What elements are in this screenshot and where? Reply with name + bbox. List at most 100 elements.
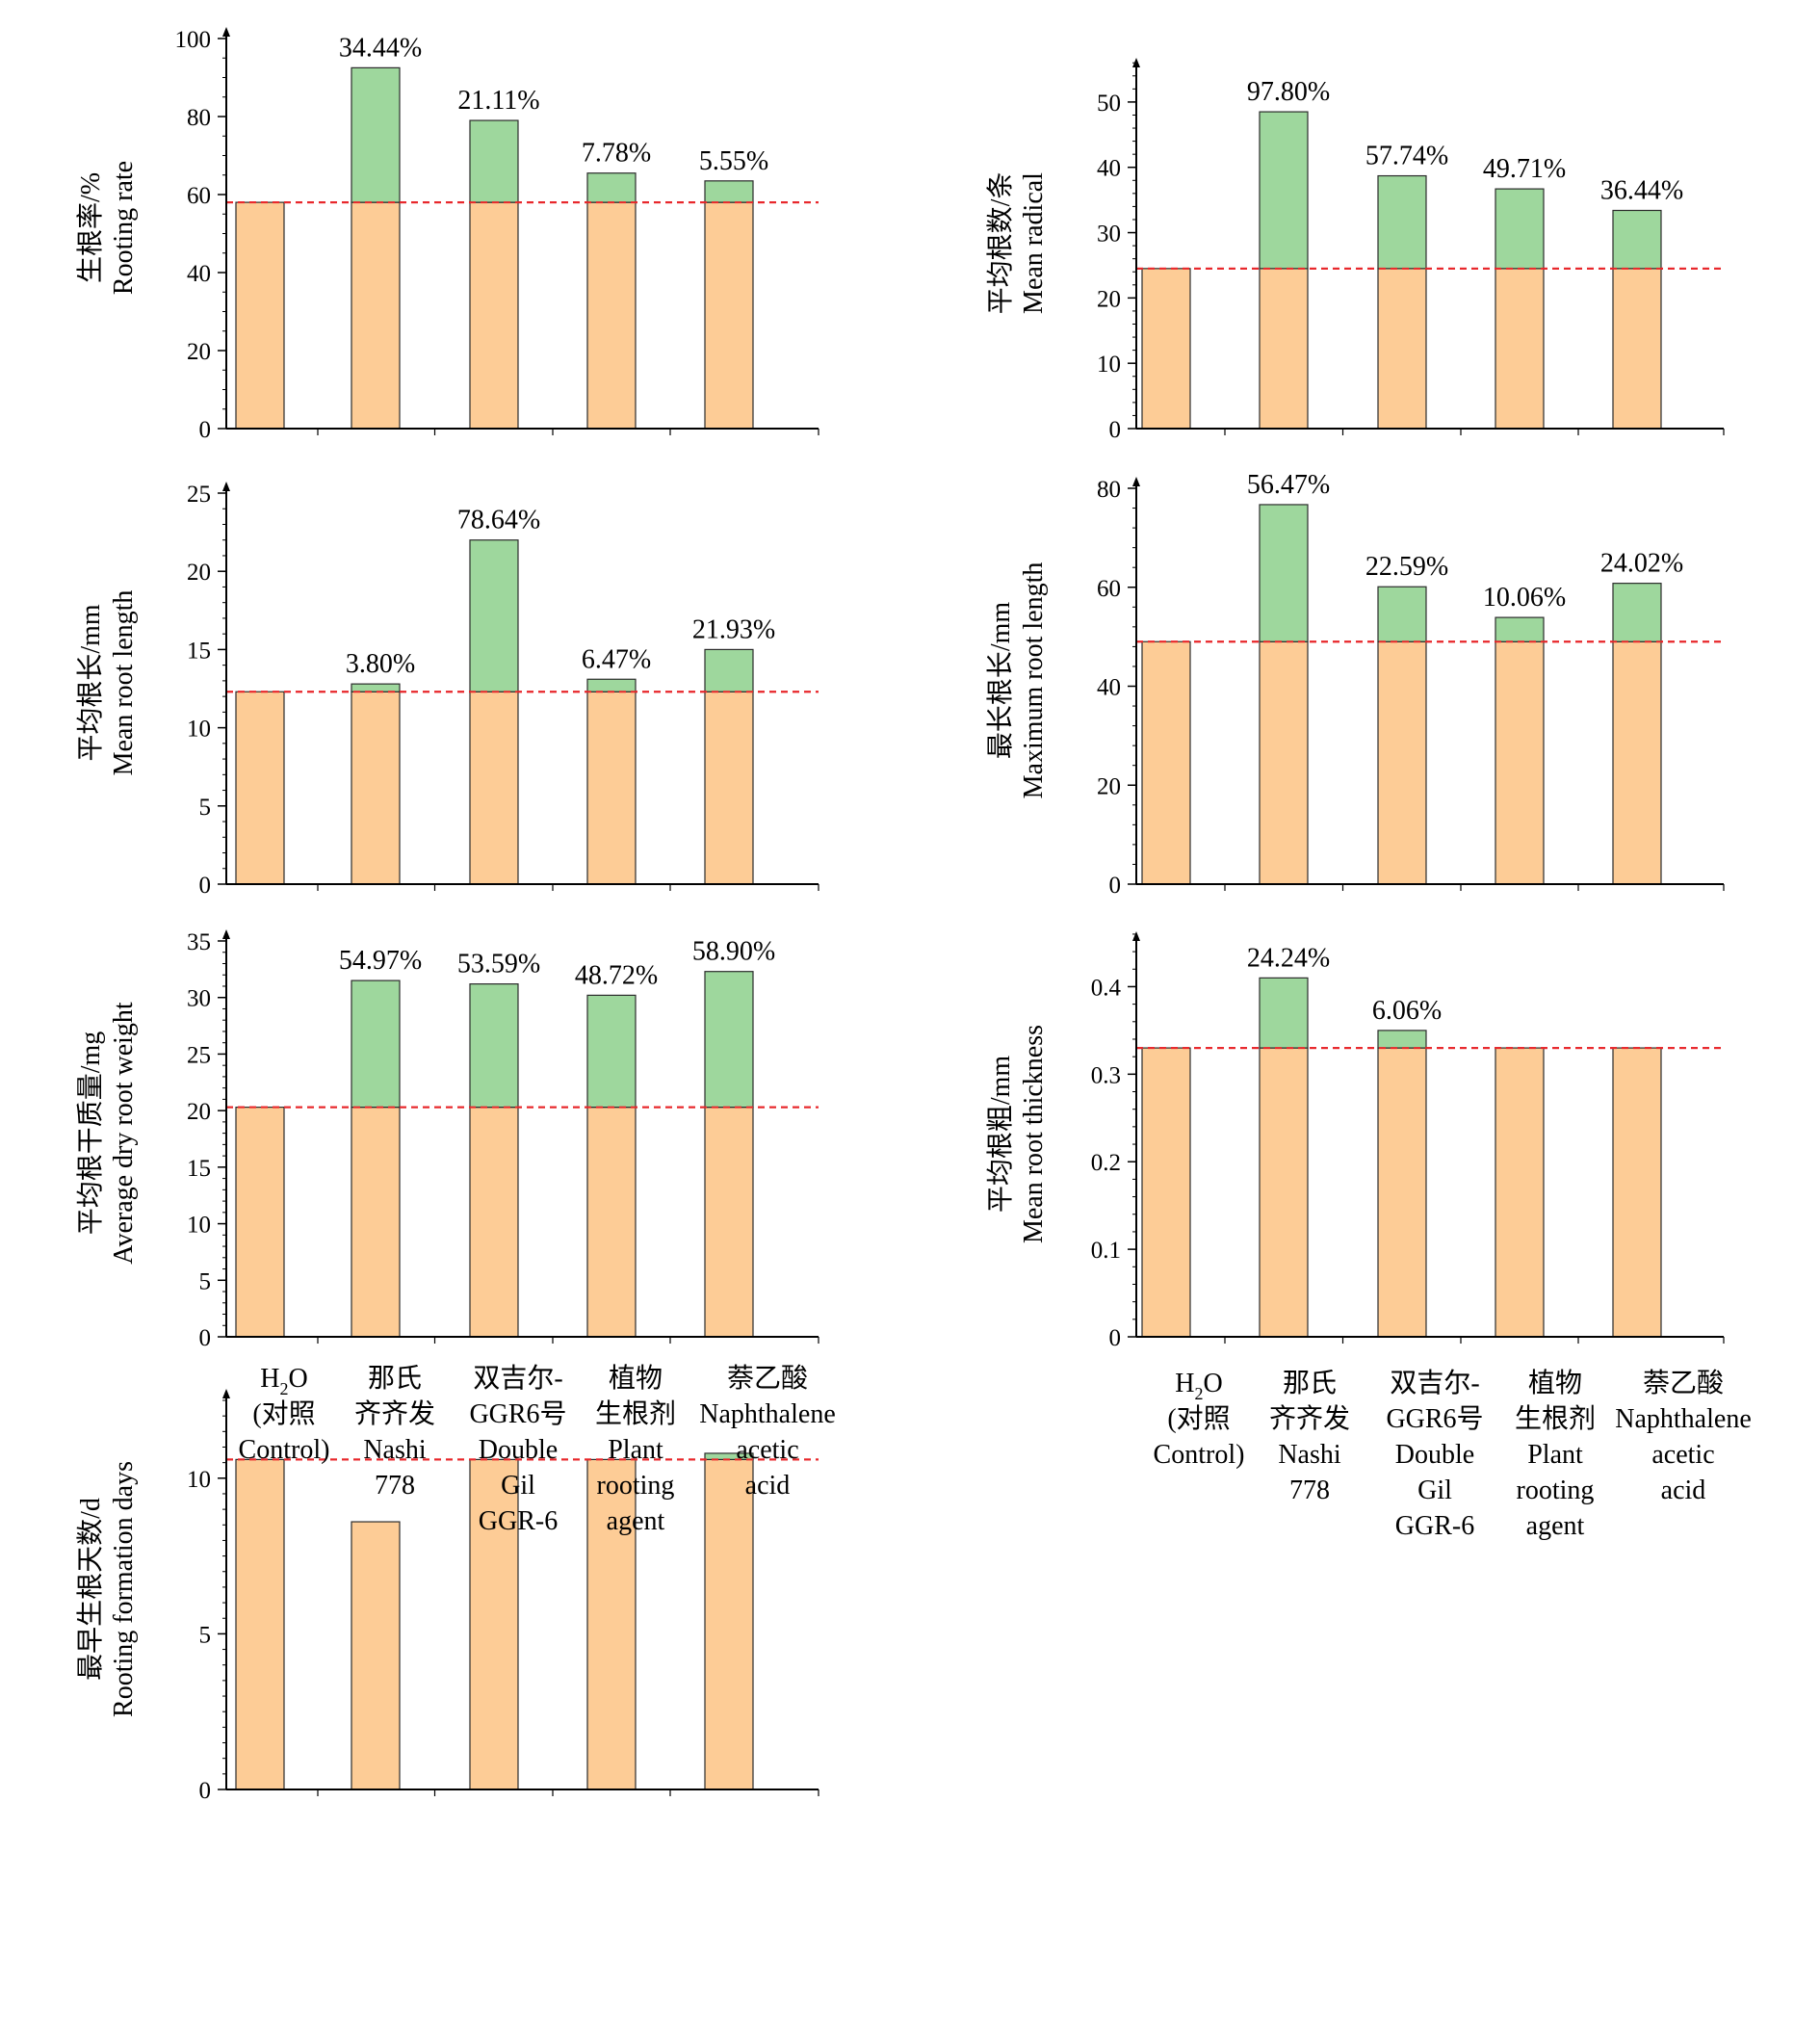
bar-base bbox=[235, 1107, 285, 1338]
bar-base bbox=[235, 201, 285, 430]
x-category-label-line: 那氏 bbox=[368, 1364, 422, 1394]
x-category-label-line: 生根剂 bbox=[595, 1398, 676, 1429]
y-tick-label: 60 bbox=[1097, 576, 1121, 602]
increase-percent-label: 49.71% bbox=[1483, 154, 1566, 184]
y-axis-arrow bbox=[222, 27, 230, 37]
bar-base bbox=[704, 201, 754, 430]
y-tick-label: 20 bbox=[1097, 773, 1121, 799]
bar-base bbox=[1141, 1047, 1191, 1338]
bar-base bbox=[1495, 640, 1545, 885]
increase-percent-label: 58.90% bbox=[692, 937, 775, 967]
y-axis-title-en: Mean radical bbox=[1019, 172, 1049, 314]
y-axis-title-en: Mean root thickness bbox=[1019, 1025, 1049, 1243]
y-tick-label: 20 bbox=[187, 339, 211, 365]
bar-base bbox=[1259, 1047, 1309, 1338]
y-tick-label: 0 bbox=[1109, 417, 1122, 443]
increase-percent-label: 3.80% bbox=[346, 649, 415, 679]
increase-percent-label: 57.74% bbox=[1365, 142, 1448, 171]
y-tick-label: 10 bbox=[187, 717, 211, 743]
bar-base bbox=[235, 1458, 285, 1790]
increase-percent-label: 21.11% bbox=[457, 86, 539, 116]
y-axis-title-cn: 平均根长/mm bbox=[75, 604, 106, 762]
x-category-label: 双吉尔- GGR6号 Double Gil GGR-6 bbox=[1386, 1368, 1483, 1541]
x-category-label-line: acetic bbox=[736, 1435, 798, 1465]
x-category-label-line: Gil bbox=[501, 1471, 535, 1501]
x-category-label-line: 778 bbox=[375, 1471, 415, 1501]
chart-panel-mean-root-length: 3.80% 78.64% 6.47% 21.93% 0 5 10 15 20 25 平均根长/mm M… bbox=[75, 482, 819, 899]
y-tick-label: 20 bbox=[1097, 286, 1121, 312]
bar-increase bbox=[1259, 111, 1309, 270]
x-category-label-line: Nashi bbox=[363, 1435, 427, 1465]
x-category-label-line: GGR6号 bbox=[1386, 1404, 1483, 1434]
y-axis-arrow bbox=[1132, 477, 1140, 486]
y-tick-label: 40 bbox=[1097, 156, 1121, 182]
increase-percent-label: 22.59% bbox=[1365, 552, 1448, 582]
bar-increase bbox=[351, 979, 401, 1109]
bar-base bbox=[704, 1458, 754, 1790]
y-tick-label: 40 bbox=[1097, 675, 1121, 701]
increase-percent-label: 24.24% bbox=[1247, 943, 1330, 973]
x-category-label-line: Control) bbox=[239, 1435, 330, 1465]
chart-panel-mean-radical: 97.80% 57.74% 49.71% 36.44% 0 10 20 30 40 50 平均根数/… bbox=[985, 58, 1725, 443]
y-tick-label: 80 bbox=[1097, 477, 1121, 503]
y-tick-label: 5 bbox=[199, 1622, 212, 1648]
y-tick-label: 25 bbox=[187, 1042, 211, 1068]
chart-panel-mean-root-thickness: 24.24% 6.06% 0 0.1 0.2 0.3 0.4 平均根粗/mm Mean root… bbox=[985, 931, 1725, 1351]
y-tick-label: 0 bbox=[199, 873, 212, 899]
y-tick-label: 30 bbox=[1097, 222, 1121, 248]
y-tick-label: 10 bbox=[1097, 352, 1121, 378]
bar-increase bbox=[351, 66, 401, 203]
x-category-label-line: agent bbox=[607, 1506, 665, 1536]
x-category-label-line: 那氏 bbox=[1283, 1369, 1337, 1398]
y-axis-arrow bbox=[222, 929, 230, 939]
increase-percent-label: 10.06% bbox=[1483, 583, 1566, 613]
x-category-label-line: 778 bbox=[1289, 1476, 1330, 1505]
y-axis-title-en: Mean root length bbox=[109, 590, 139, 776]
y-tick-label: 10 bbox=[187, 1213, 211, 1239]
bar-base bbox=[469, 1107, 519, 1338]
y-tick-label: 80 bbox=[187, 105, 211, 131]
bar-increase bbox=[1495, 188, 1545, 270]
x-category-label-line: Double bbox=[479, 1435, 558, 1465]
bar-increase bbox=[1495, 616, 1545, 642]
bar-base bbox=[469, 691, 519, 885]
bar-increase bbox=[469, 119, 519, 203]
y-axis-title-en: Rooting formation days bbox=[109, 1461, 139, 1717]
bar-base bbox=[351, 691, 401, 885]
x-category-label-line: rooting bbox=[1517, 1476, 1595, 1505]
increase-percent-label: 36.44% bbox=[1600, 175, 1683, 205]
y-axis-title-cn: 平均根数/条 bbox=[985, 172, 1016, 315]
bar-base bbox=[1377, 640, 1427, 885]
chart-panel-maximum-root-length: 56.47% 22.59% 10.06% 24.02% 0 20 40 60 80 最长根长/mm… bbox=[985, 470, 1725, 899]
bar-base bbox=[1612, 640, 1662, 885]
x-category-label-line: agent bbox=[1526, 1511, 1585, 1541]
y-axis-arrow bbox=[222, 1389, 230, 1398]
x-category-label-line: 双吉尔- bbox=[473, 1363, 562, 1394]
x-category-label-line: (对照 bbox=[1167, 1403, 1230, 1434]
bar-base bbox=[586, 691, 637, 885]
x-category-label-line: Naphthalene bbox=[699, 1399, 836, 1429]
x-category-label-line: H2O bbox=[260, 1364, 307, 1398]
bar-increase bbox=[586, 678, 637, 692]
x-category-label-line: 萘乙酸 bbox=[1643, 1368, 1724, 1398]
bar-base bbox=[704, 691, 754, 885]
y-tick-label: 0 bbox=[199, 1778, 212, 1804]
bar-increase bbox=[1612, 209, 1662, 270]
bar-increase bbox=[351, 683, 401, 692]
x-category-label-line: GGR-6 bbox=[479, 1506, 558, 1536]
bar-increase bbox=[704, 648, 754, 692]
bar-base bbox=[1377, 1047, 1427, 1338]
bar-increase bbox=[1259, 504, 1309, 642]
x-category-label-line: 生根剂 bbox=[1515, 1403, 1596, 1434]
bar-base bbox=[469, 1458, 519, 1790]
bar-base bbox=[1259, 640, 1309, 885]
increase-percent-label: 56.47% bbox=[1247, 470, 1330, 500]
y-tick-label: 25 bbox=[187, 482, 211, 508]
bar-base bbox=[704, 1107, 754, 1338]
bar-increase bbox=[704, 180, 754, 203]
bar-increase bbox=[469, 539, 519, 692]
increase-percent-label: 21.93% bbox=[692, 614, 775, 644]
